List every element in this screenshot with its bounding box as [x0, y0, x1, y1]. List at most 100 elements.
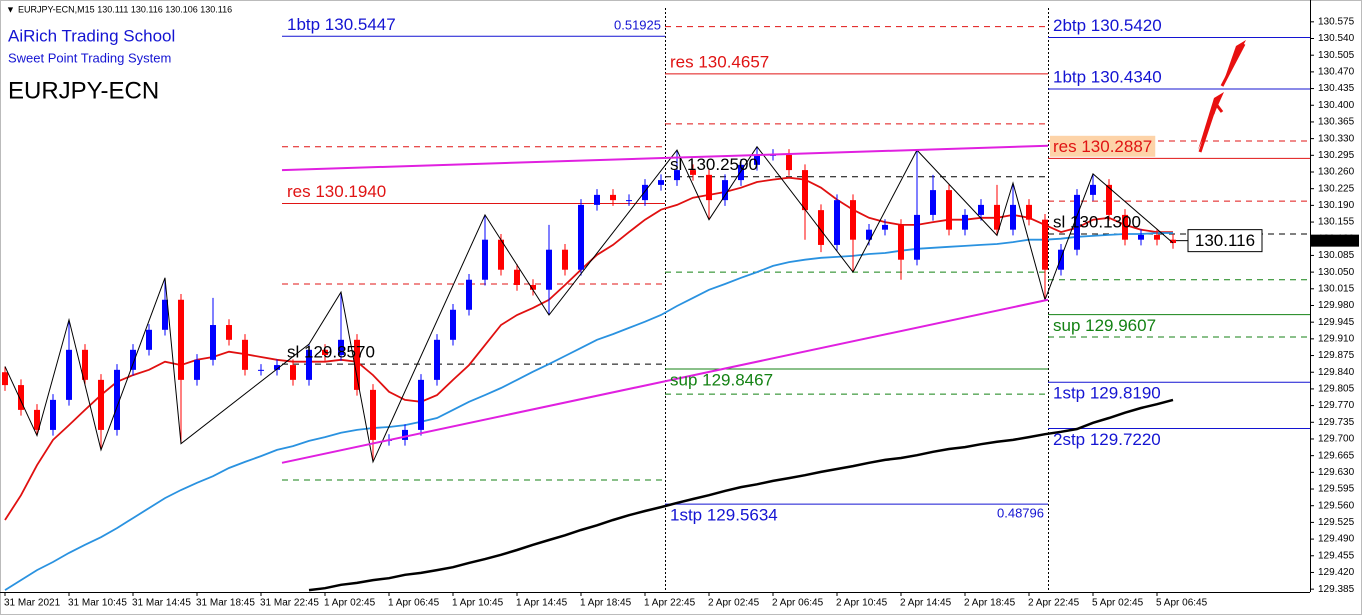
x-tick-label: 1 Apr 18:45	[580, 598, 632, 609]
candle-body	[370, 389, 376, 440]
y-tick-label: 130.015	[1318, 283, 1355, 294]
candle-body	[642, 184, 648, 201]
y-tick-label: 129.700	[1318, 434, 1355, 445]
candle-body	[226, 325, 232, 340]
x-tick-label: 1 Apr 14:45	[516, 598, 568, 609]
price-tag	[1311, 234, 1359, 247]
y-tick-label: 129.735	[1318, 417, 1355, 428]
y-tick-label: 129.595	[1318, 484, 1355, 495]
x-tick-label: 1 Apr 10:45	[452, 598, 504, 609]
level-label: sl 130.2500	[670, 155, 758, 174]
candle-body	[1170, 239, 1176, 244]
last-price-box	[1187, 229, 1263, 253]
x-tick-label: 2 Apr 02:45	[708, 598, 760, 609]
candle-body	[514, 269, 520, 285]
candle-body	[1074, 194, 1080, 250]
y-tick-label: 130.470	[1318, 67, 1355, 78]
y-tick-label: 129.525	[1318, 517, 1355, 528]
level-label: sl 129.8570	[287, 343, 375, 362]
candle-body	[850, 200, 856, 240]
level-label: res 130.4657	[670, 52, 769, 71]
candle-body	[1138, 234, 1144, 240]
x-tick-label: 2 Apr 10:45	[836, 598, 888, 609]
candle-body	[546, 249, 552, 290]
y-tick-label: 130.260	[1318, 167, 1355, 178]
levels	[282, 8, 1310, 592]
candle-body	[818, 210, 824, 245]
candle-body	[562, 249, 568, 270]
candle-body	[2, 372, 8, 386]
candle-body	[738, 164, 744, 181]
trendline	[281, 298, 1049, 464]
y-tick-label: 130.365	[1318, 117, 1355, 128]
y-tick-label: 129.980	[1318, 300, 1355, 311]
candle-body	[978, 204, 984, 215]
candle-body	[930, 190, 936, 215]
candle-body	[162, 299, 168, 330]
candle-body	[290, 365, 296, 380]
candle-body	[690, 170, 696, 175]
y-tick-label: 130.400	[1318, 100, 1355, 111]
drawings	[4, 144, 1174, 464]
candle-body	[242, 339, 248, 370]
candle-body	[498, 239, 504, 270]
arrow-head	[1198, 92, 1224, 150]
last-price-label: 130.116	[1195, 231, 1255, 250]
y-tick-label: 130.225	[1318, 183, 1355, 194]
candle-body	[274, 365, 280, 370]
candle-body	[866, 229, 872, 240]
school-name: AiRich Trading School	[8, 26, 175, 45]
level-label: 1stp 129.5634	[670, 506, 778, 525]
indicator-line	[4, 232, 1173, 591]
price-tag-label: 130.116	[1318, 235, 1354, 246]
candle-body	[258, 369, 264, 371]
level-label: res 130.2887	[1053, 137, 1152, 156]
candle-body	[1122, 214, 1128, 240]
y-tick-label: 129.840	[1318, 367, 1355, 378]
candle-body	[130, 349, 136, 370]
y-tick-label: 130.435	[1318, 83, 1355, 94]
y-tick-label: 129.455	[1318, 550, 1355, 561]
candle-body	[178, 299, 184, 380]
x-tick-label: 31 Mar 14:45	[132, 598, 191, 609]
y-tick-label: 130.155	[1318, 217, 1355, 228]
candle-body	[146, 329, 152, 350]
y-tick-label: 130.505	[1318, 50, 1355, 61]
candle-body	[98, 379, 104, 430]
level-label: 1stp 129.8190	[1053, 384, 1161, 403]
candle-body	[882, 224, 888, 230]
candle-body	[66, 349, 72, 400]
x-tick-label: 31 Mar 18:45	[196, 598, 255, 609]
y-tick-label: 129.805	[1318, 384, 1355, 395]
candle-body	[18, 385, 24, 410]
candle-body	[898, 224, 904, 260]
y-tick-label: 129.420	[1318, 567, 1355, 578]
candle-body	[610, 194, 616, 201]
x-tick-label: 5 Apr 02:45	[1092, 598, 1144, 609]
y-tick-label: 130.190	[1318, 200, 1355, 211]
x-tick-label: 31 Mar 10:45	[68, 598, 127, 609]
y-tick-label: 129.490	[1318, 534, 1355, 545]
candle-body	[802, 170, 808, 211]
candle-body	[194, 359, 200, 380]
system-name: Sweet Point Trading System	[8, 50, 171, 65]
header-info: EURJPY-ECN,M15 130.111 130.116 130.106 1…	[18, 4, 232, 14]
trendline	[281, 144, 1049, 172]
y-tick-label: 129.875	[1318, 350, 1355, 361]
x-tick-label: 31 Mar 22:45	[260, 598, 319, 609]
candle-body	[674, 170, 680, 181]
candle-body	[1154, 234, 1160, 240]
x-tick-label: 1 Apr 06:45	[388, 598, 440, 609]
candle-body	[466, 279, 472, 310]
indicators	[4, 176, 1174, 592]
candle-body	[402, 429, 408, 440]
candle-body	[706, 174, 712, 201]
candle-body	[322, 349, 328, 356]
x-tick-label: 31 Mar 2021	[4, 598, 61, 609]
candle-body	[82, 349, 88, 380]
candle-body	[1058, 249, 1064, 270]
level-label: sup 129.8467	[670, 371, 773, 390]
arrow	[1220, 43, 1246, 87]
